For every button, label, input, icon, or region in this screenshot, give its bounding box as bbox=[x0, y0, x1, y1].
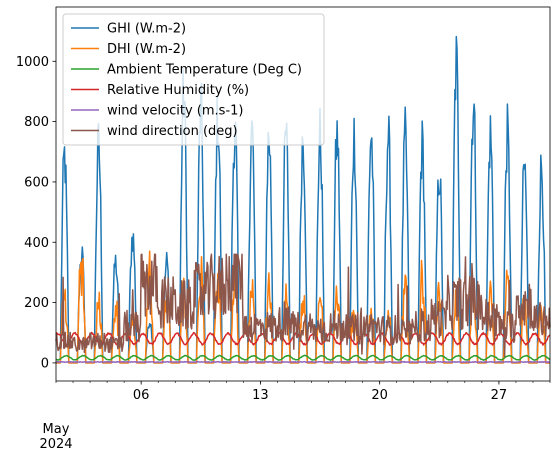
y-tick-label: 200 bbox=[24, 296, 49, 311]
y-tick-label: 800 bbox=[24, 115, 49, 130]
legend-label-4: wind velocity (m.s-1) bbox=[107, 104, 243, 119]
series-layer bbox=[55, 35, 551, 364]
x-period-month-label: May bbox=[43, 422, 70, 437]
plot-frame bbox=[55, 6, 551, 382]
y-tick-label: 0 bbox=[41, 356, 49, 371]
series-line-5 bbox=[55, 253, 551, 358]
legend-label-0: GHI (W.m-2) bbox=[107, 22, 186, 37]
x-tick-label: 27 bbox=[491, 388, 508, 403]
legend-label-1: DHI (W.m-2) bbox=[107, 42, 186, 57]
y-tick-label: 400 bbox=[24, 236, 49, 251]
y-tick-label: 1000 bbox=[16, 55, 49, 70]
series-line-4 bbox=[55, 360, 551, 364]
x-tick-label: 06 bbox=[133, 388, 150, 403]
legend-box bbox=[62, 13, 325, 146]
x-period-year-label: 2024 bbox=[39, 437, 72, 452]
y-tick-label: 600 bbox=[24, 175, 49, 190]
series-line-2 bbox=[55, 354, 551, 361]
legend-label-3: Relative Humidity (%) bbox=[107, 83, 249, 98]
x-tick-label: 13 bbox=[252, 388, 269, 403]
legend-label-5: wind direction (deg) bbox=[107, 124, 238, 139]
x-tick-label: 20 bbox=[371, 388, 388, 403]
legend-label-2: Ambient Temperature (Deg C) bbox=[107, 63, 302, 78]
legend: GHI (W.m-2) DHI (W.m-2) Ambient Temperatur… bbox=[62, 13, 325, 146]
